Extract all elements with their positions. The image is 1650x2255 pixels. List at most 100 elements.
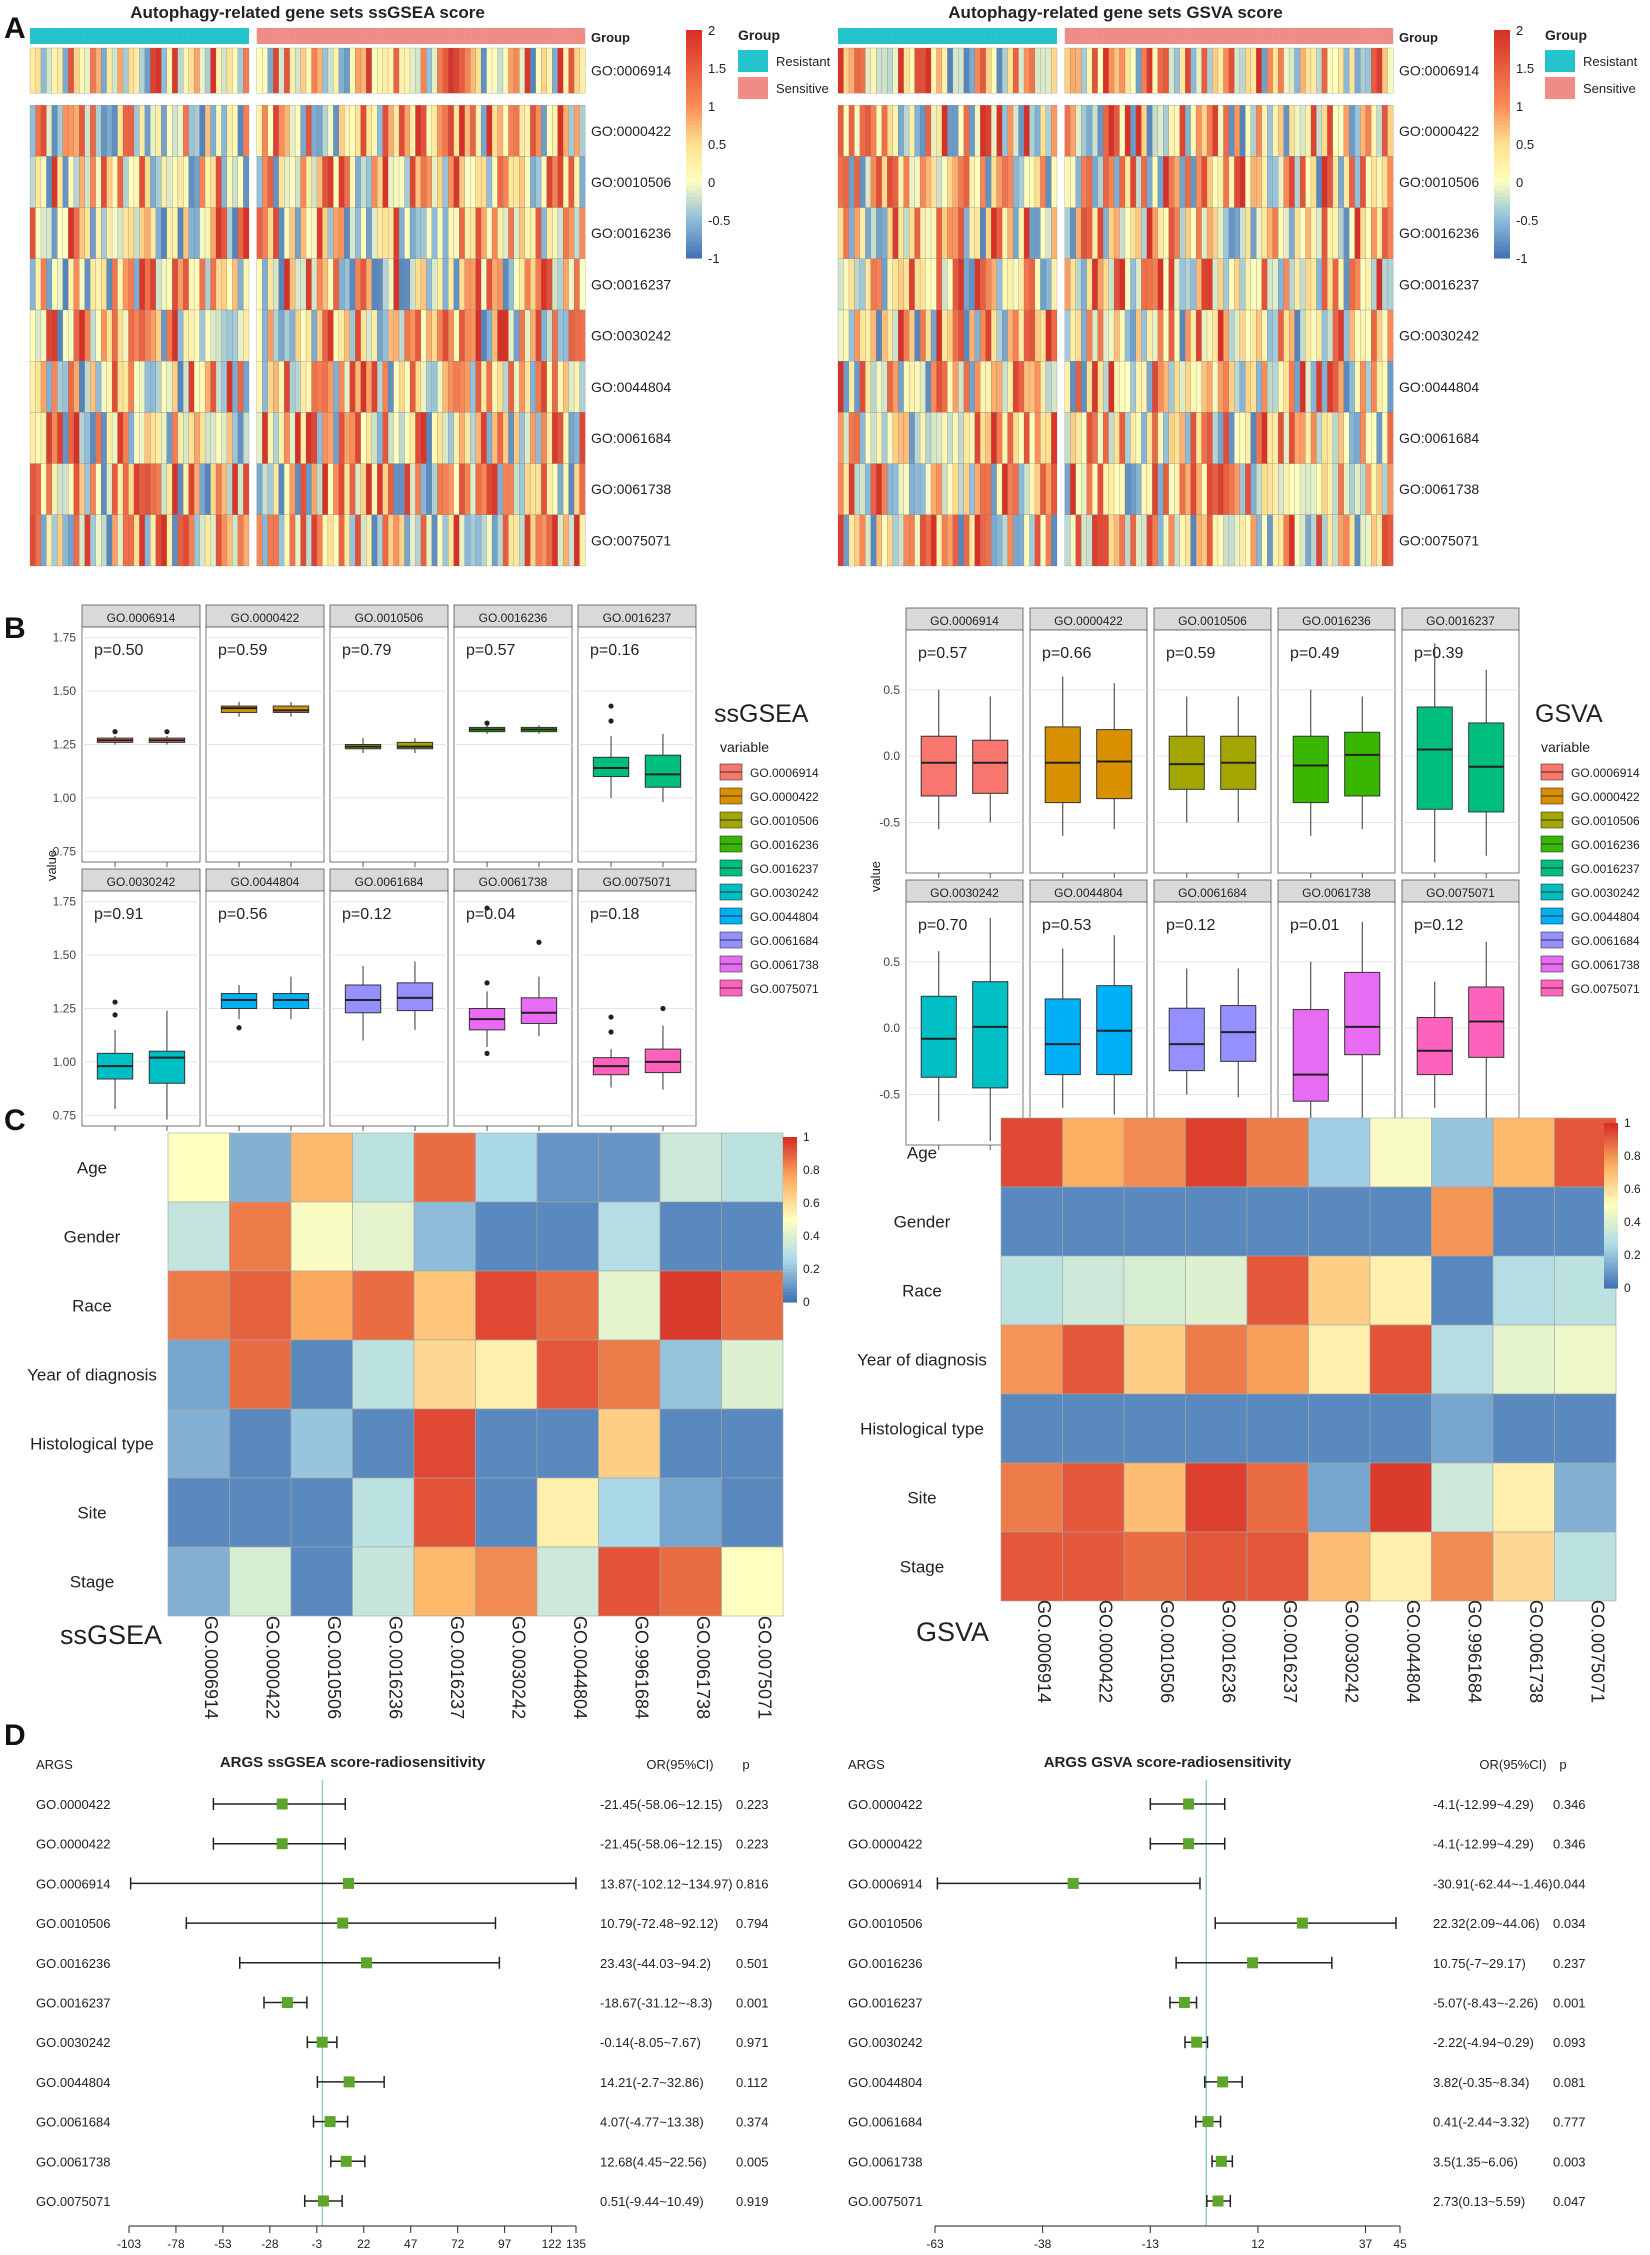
heatmap-cell [1376, 412, 1383, 464]
heatmap-cell [1018, 514, 1025, 567]
heatmap-cell [1174, 463, 1180, 515]
heatmap-cell [226, 47, 233, 94]
heatmap-cell [40, 361, 47, 413]
heatmap-cell [914, 412, 921, 464]
heatmap-cell [133, 258, 140, 311]
heatmap-cell [1040, 156, 1047, 208]
corr-cell [290, 1132, 353, 1203]
heatmap-cell [316, 514, 323, 567]
heatmap-cell [294, 514, 301, 567]
group-cell [563, 28, 569, 44]
heatmap-cell [1365, 156, 1372, 208]
colorbar-segment [783, 1173, 797, 1178]
colorbar-segment [686, 235, 702, 240]
heatmap-cell [204, 156, 211, 208]
heatmap-cell [453, 463, 460, 515]
colorbar-segment [1604, 1192, 1618, 1197]
heatmap-cell [1190, 309, 1197, 362]
heatmap-cell [464, 463, 471, 515]
heatmap-cell [305, 258, 312, 311]
heatmap-cell [1018, 47, 1025, 94]
heatmap-cell [122, 156, 129, 208]
corr-cell [598, 1477, 661, 1548]
heatmap-cell [426, 361, 433, 413]
heatmap-cell [316, 47, 323, 94]
heatmap-cell [1051, 47, 1058, 94]
heatmap-cell [1157, 514, 1164, 567]
group-cell [133, 28, 140, 44]
heatmap-cell [311, 47, 318, 94]
corr-cell [1062, 1186, 1125, 1257]
group-cell [62, 28, 69, 44]
box-outlier [112, 1012, 118, 1018]
heatmap-cell [62, 105, 69, 157]
heatmap-cell [237, 47, 244, 94]
heatmap-cell [95, 258, 102, 311]
heatmap-cell [1338, 309, 1345, 362]
heatmap-cell [68, 514, 75, 567]
heatmap-cell [491, 361, 498, 413]
corr-cell [352, 1546, 415, 1617]
heatmap-cell [480, 309, 487, 362]
corr-cell [1492, 1117, 1555, 1188]
heatmap-cell [1174, 258, 1180, 311]
group-cell [936, 28, 943, 44]
heatmap-cell [155, 47, 162, 94]
colorbar-segment [686, 144, 702, 149]
box-body [148, 1050, 186, 1084]
corr-cell [536, 1477, 599, 1548]
heatmap-cell [470, 207, 476, 259]
heatmap-cell [243, 463, 250, 515]
heatmap-cell [431, 207, 438, 259]
heatmap-cell [338, 258, 345, 311]
heatmap-cell [1206, 47, 1213, 94]
heatmap-cell [1135, 412, 1142, 464]
heatmap-cell [122, 105, 129, 157]
colorbar-segment [783, 1206, 797, 1211]
group-cell [333, 28, 340, 44]
heatmap-cell [1365, 47, 1372, 94]
group-cell [117, 28, 124, 44]
heatmap-cell [278, 514, 285, 567]
heatmap-cell [448, 47, 455, 94]
heatmap-cell [562, 309, 569, 362]
heatmap-cell [84, 258, 91, 311]
heatmap-cell [1299, 105, 1306, 157]
heatmap-cell [360, 309, 367, 362]
group-cell [963, 28, 970, 44]
heatmap-cell [914, 514, 921, 567]
corr-column-label: GO.0016236 [385, 1616, 405, 1719]
box-body [1292, 735, 1329, 804]
heatmap-cell [273, 463, 280, 515]
group-cell [399, 28, 405, 44]
heatmap-cell [144, 361, 151, 413]
heatmap-cell [1113, 207, 1120, 259]
corr-cell [1246, 1393, 1309, 1464]
heatmap-cell [1217, 514, 1224, 567]
heatmap-cell [1283, 463, 1290, 515]
heatmap-cell [903, 514, 910, 567]
heatmap-cell [1299, 463, 1306, 515]
colorbar-segment [686, 109, 702, 115]
heatmap-cell [204, 207, 211, 259]
heatmap-cell [1267, 309, 1273, 362]
corr-cell [1369, 1255, 1432, 1326]
heatmap-cell [278, 207, 285, 259]
corr-row-label: Year of diagnosis [857, 1351, 987, 1370]
group-cell [1174, 28, 1180, 44]
forest-p-value: 0.001 [1553, 1996, 1586, 2011]
heatmap-cell [215, 47, 222, 94]
heatmap-cell [1223, 207, 1230, 259]
heatmap-cell [541, 309, 548, 362]
colorbar-segment [783, 1193, 797, 1197]
heatmap-cell [29, 514, 36, 567]
heatmap-cell [1075, 514, 1082, 567]
heatmap-cell [513, 47, 520, 94]
heatmap-cell [1338, 412, 1345, 464]
heatmap-cell [426, 258, 433, 311]
heatmap-cell [843, 207, 850, 259]
heatmap-cell [837, 514, 844, 567]
heatmap-cell [366, 514, 372, 567]
heatmap-cell [377, 514, 383, 567]
group-cell [513, 28, 520, 44]
